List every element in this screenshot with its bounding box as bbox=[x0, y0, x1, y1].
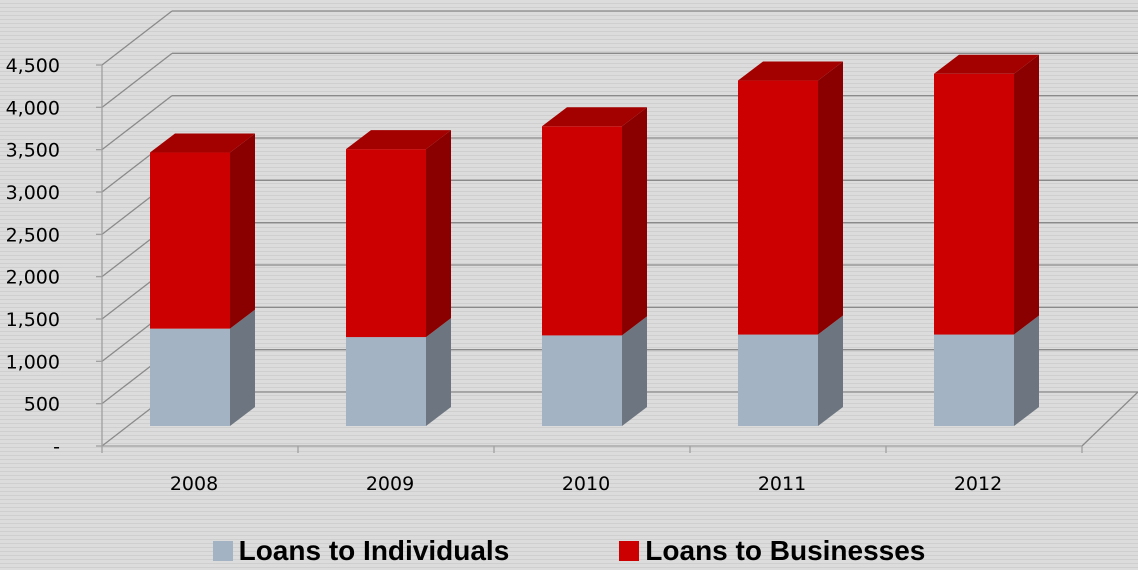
bar-side-individuals-2010 bbox=[622, 316, 647, 426]
bar-side-individuals-2009 bbox=[426, 318, 451, 426]
y-tick-label: 1,000 bbox=[6, 351, 60, 373]
bar-side-businesses-2012 bbox=[1014, 54, 1039, 335]
legend-item-businesses: Loans to Businesses bbox=[619, 535, 925, 567]
x-tick-label: 2011 bbox=[758, 473, 806, 495]
bar-individuals-2012 bbox=[934, 334, 1014, 426]
bar-side-businesses-2009 bbox=[426, 130, 451, 338]
tick-labels: - 500 1,000 1,500 2,000 2,500 3,000 3,500 4,000 4… bbox=[6, 55, 1003, 495]
bar-top-businesses-2008 bbox=[150, 133, 255, 153]
y-tick-label: 2,000 bbox=[6, 267, 60, 289]
axes bbox=[96, 64, 1083, 453]
bar-side-businesses-2011 bbox=[818, 61, 843, 335]
legend-label-individuals: Loans to Individuals bbox=[238, 535, 510, 566]
x-tick-label: 2012 bbox=[954, 473, 1002, 495]
bar-businesses-2010 bbox=[542, 126, 622, 336]
floor-right-edge bbox=[1081, 391, 1138, 447]
y-tick-label: 2,500 bbox=[6, 224, 60, 246]
bar-individuals-2009 bbox=[346, 337, 426, 426]
y-tick-label: - bbox=[53, 436, 60, 458]
y-tick-label: 3,500 bbox=[6, 140, 60, 162]
bars bbox=[150, 54, 1039, 426]
legend: Loans to Individuals Loans to Businesses bbox=[0, 532, 1138, 570]
bar-individuals-2010 bbox=[542, 335, 622, 426]
legend-swatch-individuals bbox=[212, 541, 233, 561]
bar-individuals-2011 bbox=[738, 334, 818, 426]
bar-side-businesses-2010 bbox=[622, 107, 647, 336]
y-tick-label: 500 bbox=[24, 394, 60, 416]
gridline-diagonal bbox=[101, 95, 173, 151]
bar-side-businesses-2008 bbox=[230, 133, 255, 329]
bar-businesses-2011 bbox=[738, 80, 818, 335]
bar-individuals-2008 bbox=[150, 328, 230, 426]
y-tick-label: 3,000 bbox=[6, 182, 60, 204]
bar-top-businesses-2010 bbox=[542, 107, 647, 127]
bar-businesses-2009 bbox=[346, 149, 426, 338]
bar-top-businesses-2009 bbox=[346, 130, 451, 150]
bar-side-individuals-2011 bbox=[818, 315, 843, 426]
gridline-diagonal bbox=[101, 52, 173, 108]
legend-label-businesses: Loans to Businesses bbox=[645, 535, 926, 566]
legend-item-individuals: Loans to Individuals bbox=[212, 535, 510, 567]
bar-top-businesses-2012 bbox=[934, 54, 1039, 74]
gridline-diagonal bbox=[101, 10, 173, 66]
y-tick-label: 4,500 bbox=[6, 55, 60, 77]
chart: - 500 1,000 1,500 2,000 2,500 3,000 3,500 4,000 4… bbox=[6, 10, 1138, 495]
y-tick-label: 4,000 bbox=[6, 97, 60, 119]
x-tick-label: 2010 bbox=[562, 473, 610, 495]
legend-swatch-businesses bbox=[619, 541, 640, 561]
y-tick-label: 1,500 bbox=[6, 309, 60, 331]
bar-businesses-2008 bbox=[150, 152, 230, 329]
bar-side-individuals-2012 bbox=[1014, 315, 1039, 426]
x-tick-label: 2008 bbox=[170, 473, 218, 495]
bar-businesses-2012 bbox=[934, 73, 1014, 335]
bar-top-businesses-2011 bbox=[738, 61, 843, 81]
bar-side-individuals-2008 bbox=[230, 309, 255, 426]
x-tick-label: 2009 bbox=[366, 473, 414, 495]
